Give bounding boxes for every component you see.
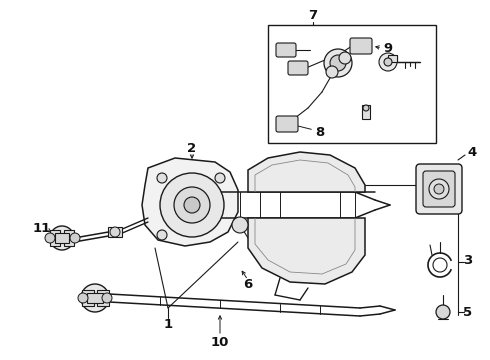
FancyBboxPatch shape: [276, 43, 296, 57]
Circle shape: [330, 55, 346, 71]
Text: 2: 2: [188, 141, 196, 154]
Polygon shape: [248, 152, 365, 192]
Text: 10: 10: [211, 336, 229, 348]
FancyBboxPatch shape: [423, 171, 455, 207]
FancyBboxPatch shape: [350, 38, 372, 54]
FancyBboxPatch shape: [288, 61, 308, 75]
Circle shape: [429, 179, 449, 199]
Circle shape: [157, 173, 167, 183]
Circle shape: [184, 197, 200, 213]
Bar: [362, 105, 370, 119]
Circle shape: [326, 66, 338, 78]
Bar: [55, 233, 69, 243]
Circle shape: [70, 233, 80, 243]
Circle shape: [160, 173, 224, 237]
Text: 6: 6: [244, 279, 253, 292]
Polygon shape: [142, 158, 238, 246]
Bar: [97, 290, 109, 306]
Circle shape: [363, 105, 369, 111]
Bar: [388, 55, 397, 62]
Circle shape: [81, 284, 109, 312]
Bar: [108, 227, 122, 237]
Circle shape: [78, 293, 88, 303]
Circle shape: [324, 49, 352, 77]
Text: 4: 4: [467, 145, 477, 158]
Bar: [82, 290, 94, 306]
Circle shape: [215, 173, 225, 183]
Circle shape: [379, 53, 397, 71]
Circle shape: [110, 227, 120, 237]
FancyBboxPatch shape: [416, 164, 462, 214]
Circle shape: [384, 58, 392, 66]
Bar: [50, 230, 60, 246]
Circle shape: [45, 233, 55, 243]
Text: 1: 1: [164, 319, 172, 332]
Circle shape: [232, 217, 248, 233]
Text: 5: 5: [464, 306, 472, 319]
Circle shape: [50, 226, 74, 250]
Bar: [268, 25, 436, 143]
Circle shape: [174, 187, 210, 223]
Text: 7: 7: [308, 9, 318, 22]
Text: 11: 11: [33, 221, 51, 234]
Circle shape: [339, 52, 351, 64]
Circle shape: [102, 293, 112, 303]
FancyBboxPatch shape: [276, 116, 298, 132]
Bar: [87, 293, 103, 303]
Bar: [64, 230, 74, 246]
Polygon shape: [248, 218, 365, 284]
Circle shape: [436, 305, 450, 319]
Circle shape: [434, 184, 444, 194]
Text: 8: 8: [316, 126, 324, 139]
Text: 9: 9: [384, 41, 392, 54]
Circle shape: [157, 230, 167, 240]
Text: 3: 3: [464, 253, 473, 266]
